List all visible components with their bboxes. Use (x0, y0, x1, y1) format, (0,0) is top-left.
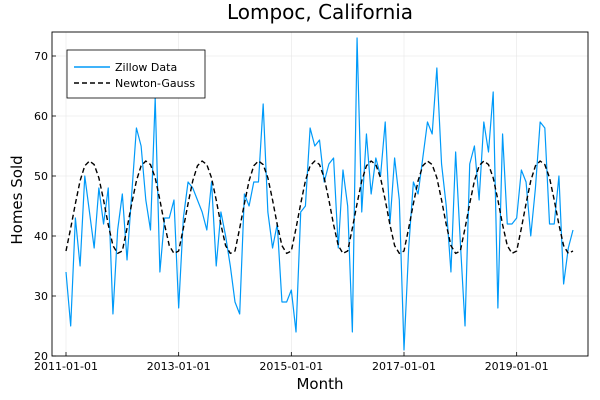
x-axis-label: Month (296, 375, 343, 393)
x-ticks: 2011-01-01 2013-01-01 2015-01-01 2017-01-01… (34, 352, 549, 373)
x-tick-label: 2017-01-01 (372, 360, 436, 373)
series-line-zillow-data (65, 37, 574, 351)
y-tick-label: 70 (34, 50, 48, 63)
x-tick-label: 2011-01-01 (34, 360, 98, 373)
y-tick-label: 40 (34, 230, 48, 243)
x-tick-label: 2013-01-01 (147, 360, 211, 373)
y-tick-label: 30 (34, 290, 48, 303)
legend-label-zillow-data: Zillow Data (115, 61, 177, 74)
legend: Zillow Data Newton-Gauss (66, 49, 206, 99)
series (65, 37, 574, 351)
chart-title: Lompoc, California (227, 0, 413, 24)
axes (51, 31, 589, 357)
x-tick-label: 2019-01-01 (485, 360, 549, 373)
series-line-newton-gauss (65, 160, 574, 255)
y-tick-label: 20 (34, 350, 48, 363)
y-tick-label: 60 (34, 110, 48, 123)
legend-label-newton-gauss: Newton-Gauss (115, 77, 195, 90)
x-tick-label: 2015-01-01 (259, 360, 323, 373)
y-ticks: 20 30 40 50 60 70 (34, 50, 56, 363)
y-tick-label: 50 (34, 170, 48, 183)
plot-frame (51, 31, 589, 357)
y-axis-label: Homes Sold (8, 155, 26, 244)
legend-box (66, 49, 206, 99)
